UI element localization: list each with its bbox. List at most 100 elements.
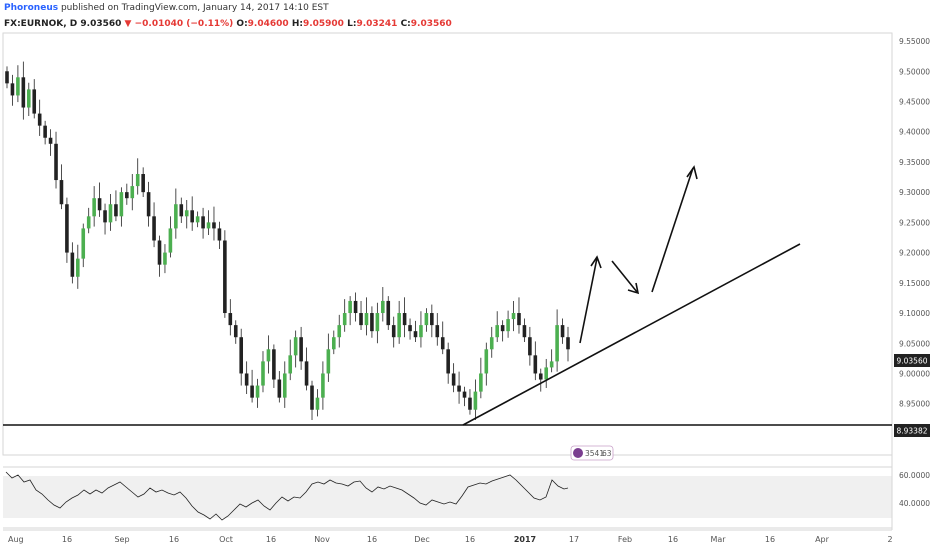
candle-body[interactable] (255, 385, 260, 398)
candle-body[interactable] (157, 240, 162, 265)
candle-body[interactable] (511, 313, 516, 320)
candle-body[interactable] (54, 143, 58, 181)
candle-body[interactable] (32, 89, 37, 114)
candle-body[interactable] (282, 373, 287, 398)
candle-body[interactable] (397, 313, 401, 338)
candle-body[interactable] (135, 174, 140, 187)
candle-body[interactable] (48, 137, 53, 144)
candle-body[interactable] (5, 71, 9, 84)
candle-body[interactable] (239, 337, 244, 374)
candle-body[interactable] (92, 198, 96, 217)
candle-body[interactable] (146, 192, 151, 217)
candle-body[interactable] (342, 313, 347, 326)
candle-body[interactable] (517, 313, 521, 326)
candle-body[interactable] (152, 216, 156, 241)
candle-body[interactable] (544, 367, 549, 380)
candle-body[interactable] (21, 77, 26, 108)
candle-body[interactable] (310, 385, 314, 410)
candle-body[interactable] (528, 337, 532, 356)
candle-body[interactable] (473, 391, 478, 410)
candle-body[interactable] (223, 240, 227, 314)
candle-body[interactable] (10, 83, 15, 96)
candle-body[interactable] (402, 313, 407, 326)
candle-body[interactable] (375, 313, 380, 332)
candle-body[interactable] (244, 373, 249, 386)
candle-body[interactable] (184, 210, 189, 217)
projection-arrows[interactable] (579, 165, 698, 344)
candle-body[interactable] (277, 379, 282, 398)
candle-body[interactable] (228, 313, 233, 326)
candle-body[interactable] (446, 349, 450, 374)
candle-body[interactable] (506, 319, 510, 332)
candle-body[interactable] (315, 397, 320, 410)
candle-body[interactable] (359, 313, 363, 326)
candle-body[interactable] (337, 325, 342, 338)
candle-body[interactable] (250, 385, 254, 398)
candle-body[interactable] (81, 228, 86, 259)
candle-body[interactable] (391, 325, 396, 338)
candle-body[interactable] (370, 313, 374, 332)
symbol-label[interactable]: FX:EURNOK, D (4, 19, 78, 29)
candle-body[interactable] (212, 222, 216, 229)
candle-body[interactable] (560, 325, 565, 338)
candle-body[interactable] (435, 325, 440, 338)
candle-body[interactable] (174, 204, 178, 229)
candle-body[interactable] (457, 385, 461, 392)
candle-body[interactable] (179, 204, 184, 217)
candle-body[interactable] (119, 192, 124, 217)
trendline[interactable] (462, 243, 801, 426)
candle-body[interactable] (381, 300, 385, 314)
candle-body[interactable] (304, 361, 309, 386)
candle-body[interactable] (489, 337, 494, 350)
candle-body[interactable] (288, 355, 293, 374)
candle-body[interactable] (65, 204, 69, 253)
candle-body[interactable] (168, 228, 173, 253)
candle-body[interactable] (201, 216, 205, 229)
candle-body[interactable] (468, 397, 472, 410)
candle-body[interactable] (163, 252, 167, 265)
candle-body[interactable] (217, 228, 222, 241)
candle-body[interactable] (462, 391, 467, 398)
candle-body[interactable] (76, 258, 80, 277)
candle-body[interactable] (97, 198, 102, 211)
candle-body[interactable] (125, 192, 129, 199)
candle-body[interactable] (479, 373, 483, 392)
candle-body[interactable] (272, 349, 276, 380)
candle-body[interactable] (86, 216, 91, 229)
candle-body[interactable] (364, 313, 369, 326)
candle-body[interactable] (16, 77, 20, 96)
candle-body[interactable] (440, 337, 445, 350)
candle-body[interactable] (293, 337, 298, 356)
candle-body[interactable] (484, 349, 489, 374)
candle-body[interactable] (326, 349, 331, 374)
candle-body[interactable] (386, 300, 391, 326)
candle-body[interactable] (114, 204, 118, 217)
candle-body[interactable] (555, 325, 559, 362)
candle-body[interactable] (522, 325, 527, 338)
candle-body[interactable] (103, 210, 107, 223)
candle-body[interactable] (549, 361, 554, 368)
candle-body[interactable] (495, 325, 499, 338)
candle-body[interactable] (43, 125, 47, 138)
candle-body[interactable] (331, 337, 336, 350)
candle-body[interactable] (233, 325, 238, 338)
candle-body[interactable] (500, 325, 505, 332)
candle-body[interactable] (261, 361, 265, 386)
candle-body[interactable] (451, 373, 456, 386)
candle-body[interactable] (533, 355, 538, 374)
candle-body[interactable] (130, 186, 135, 199)
arrow-up-2[interactable] (651, 167, 694, 293)
candle-body[interactable] (430, 313, 434, 326)
candle-body[interactable] (408, 325, 412, 332)
candle-body[interactable] (348, 300, 352, 314)
candle-body[interactable] (419, 325, 423, 338)
candle-body[interactable] (59, 180, 64, 205)
candle-body[interactable] (195, 216, 200, 223)
candle-body[interactable] (26, 89, 31, 108)
candle-body[interactable] (266, 349, 271, 362)
candle-body[interactable] (206, 222, 211, 229)
candle-body[interactable] (299, 337, 303, 362)
candle-body[interactable] (108, 204, 113, 223)
candle-body[interactable] (413, 331, 418, 338)
candle-body[interactable] (566, 337, 570, 350)
